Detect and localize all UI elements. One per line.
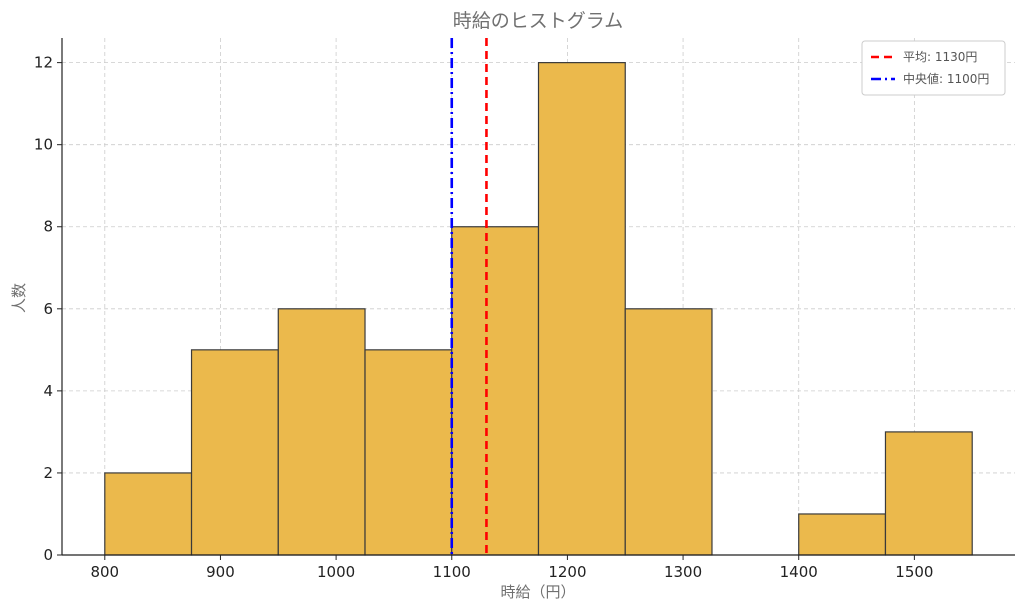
histogram-bar	[277, 308, 366, 556]
legend-box	[861, 40, 1006, 96]
y-tick-label: 8	[43, 218, 53, 236]
histogram-bar	[451, 226, 540, 556]
histogram-bar	[190, 349, 279, 556]
y-tick-label: 2	[43, 464, 53, 482]
y-axis-label: 人数	[10, 283, 28, 313]
legend-mean-label: 平均: 1130円	[903, 50, 977, 64]
x-tick-label: 1200	[548, 563, 586, 581]
x-tick-label: 1500	[895, 563, 933, 581]
chart-title: 時給のヒストグラム	[453, 10, 623, 32]
x-tick-label: 1300	[664, 563, 702, 581]
x-tick-label: 1000	[317, 563, 355, 581]
histogram-bar	[537, 62, 626, 556]
y-tick-label: 4	[43, 382, 53, 400]
x-tick-label: 1100	[433, 563, 471, 581]
y-tick-label: 12	[34, 54, 53, 72]
histogram-bar	[104, 472, 193, 556]
legend: 平均: 1130円 中央値: 1100円	[861, 40, 1006, 96]
x-axis-ticks: 800 900 1000 1100 1200 1300 1400 1500	[90, 555, 933, 581]
y-axis-ticks: 0 2 4 6 8 10 12	[34, 54, 62, 564]
x-axis-label: 時給（円）	[500, 583, 575, 601]
y-tick-label: 0	[43, 546, 53, 564]
y-tick-label: 10	[34, 136, 53, 154]
x-tick-label: 900	[206, 563, 235, 581]
histogram-bar	[798, 513, 887, 556]
legend-median-label: 中央値: 1100円	[903, 71, 989, 86]
histogram-bar	[884, 431, 973, 556]
reference-lines	[450, 38, 488, 555]
x-tick-label: 800	[90, 563, 119, 581]
x-tick-label: 1400	[780, 563, 818, 581]
y-tick-label: 6	[43, 300, 53, 318]
histogram-bar	[364, 349, 453, 556]
histogram-bar	[624, 308, 713, 556]
